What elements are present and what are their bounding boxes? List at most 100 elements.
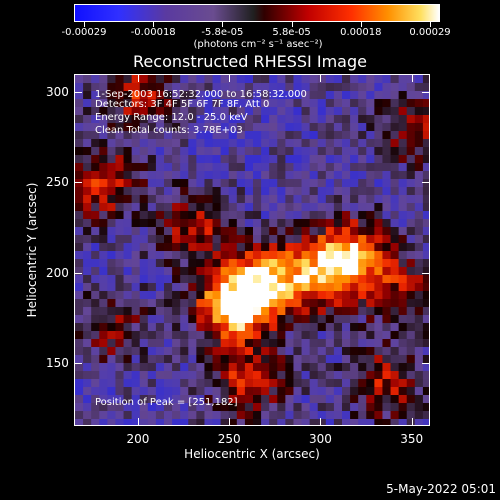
heatmap-cell xyxy=(333,187,343,196)
heatmap-cell xyxy=(414,131,424,140)
heatmap-cell xyxy=(301,99,311,108)
heatmap-cell xyxy=(212,171,222,180)
heatmap-cell xyxy=(253,179,262,188)
heatmap-cell xyxy=(75,131,84,140)
heatmap-cell xyxy=(374,203,384,212)
heatmap-cell xyxy=(269,107,278,116)
heatmap-cell xyxy=(196,267,206,276)
heatmap-cell xyxy=(139,115,149,124)
heatmap-cell xyxy=(293,107,303,116)
heatmap-cell xyxy=(107,339,117,348)
heatmap-cell xyxy=(390,131,400,140)
heatmap-cell xyxy=(342,131,351,140)
heatmap-cell xyxy=(139,379,149,388)
heatmap-cell xyxy=(277,291,286,300)
heatmap-cell xyxy=(123,179,133,188)
heatmap-cell xyxy=(228,227,238,236)
heatmap-cell xyxy=(172,395,181,404)
heatmap-cell xyxy=(285,203,295,212)
heatmap-cell xyxy=(99,227,108,236)
heatmap-cell xyxy=(164,243,173,252)
heatmap-cell xyxy=(325,371,335,380)
heatmap-cell xyxy=(123,363,133,372)
heatmap-cell xyxy=(115,139,125,148)
heatmap-cell xyxy=(253,347,262,356)
heatmap-cell xyxy=(244,139,254,148)
heatmap-cell xyxy=(414,219,424,228)
heatmap-cell xyxy=(131,179,141,188)
heatmap-cell xyxy=(164,251,173,260)
heatmap-cell xyxy=(139,323,149,332)
heatmap-cell xyxy=(228,195,238,204)
heatmap-cell xyxy=(91,275,100,284)
heatmap-cell xyxy=(358,275,367,284)
heatmap-cell xyxy=(147,347,157,356)
heatmap-cell xyxy=(374,259,384,268)
heatmap-cell xyxy=(253,267,262,276)
heatmap-cell xyxy=(382,203,392,212)
heatmap-cell xyxy=(172,139,181,148)
heatmap-cell xyxy=(91,227,100,236)
heatmap-cell xyxy=(131,283,141,292)
heatmap-cell xyxy=(374,75,384,84)
heatmap-cell xyxy=(164,155,173,164)
heatmap-cell xyxy=(220,395,230,404)
heatmap-cell xyxy=(390,411,400,420)
heatmap-cell xyxy=(293,123,303,132)
heatmap-cell xyxy=(228,131,238,140)
heatmap-cell xyxy=(301,123,311,132)
heatmap-cell xyxy=(309,379,319,388)
heatmap-cell xyxy=(390,179,400,188)
heatmap-cell xyxy=(244,155,254,164)
heatmap-cell xyxy=(212,371,222,380)
heatmap-cell xyxy=(188,155,197,164)
heatmap-cell xyxy=(309,139,319,148)
heatmap-cell xyxy=(99,187,108,196)
colorbar-tick xyxy=(360,22,362,27)
heatmap-cell xyxy=(220,403,230,412)
heatmap-cell xyxy=(147,115,157,124)
heatmap-cell xyxy=(115,291,125,300)
heatmap-cell xyxy=(164,363,173,372)
heatmap-cell xyxy=(309,211,319,220)
heatmap-cell xyxy=(350,267,359,276)
heatmap-cell xyxy=(422,315,429,324)
heatmap-cell xyxy=(123,203,133,212)
heatmap-cell xyxy=(99,419,108,425)
heatmap-cell xyxy=(75,403,84,412)
heatmap-cell xyxy=(414,299,424,308)
heatmap-cell xyxy=(188,235,197,244)
heatmap-cell xyxy=(333,211,343,220)
heatmap-cell xyxy=(99,171,108,180)
heatmap-cell xyxy=(285,339,295,348)
heatmap-cell xyxy=(374,331,384,340)
heatmap-cell xyxy=(91,395,100,404)
heatmap-cell xyxy=(301,291,311,300)
heatmap-cell xyxy=(155,211,165,220)
heatmap-cell xyxy=(172,123,181,132)
y-tick xyxy=(422,362,429,364)
heatmap-cell xyxy=(333,131,343,140)
heatmap-cell xyxy=(406,323,416,332)
heatmap-cell xyxy=(228,323,238,332)
heatmap-cell xyxy=(253,75,262,84)
heatmap-cell xyxy=(261,371,270,380)
heatmap-cell xyxy=(220,83,230,92)
heatmap-cell xyxy=(406,219,416,228)
heatmap-cell xyxy=(358,251,367,260)
heatmap-cell xyxy=(139,307,149,316)
heatmap-cell xyxy=(244,315,254,324)
heatmap-cell xyxy=(261,147,270,156)
heatmap-cell xyxy=(414,179,424,188)
heatmap-cell xyxy=(253,99,262,108)
heatmap-cell xyxy=(228,99,238,108)
heatmap-cell xyxy=(358,91,367,100)
heatmap-cell xyxy=(180,83,189,92)
heatmap-cell xyxy=(398,291,408,300)
heatmap-cell xyxy=(139,259,149,268)
heatmap-cell xyxy=(196,307,206,316)
heatmap-cell xyxy=(139,411,149,420)
heatmap-cell xyxy=(398,171,408,180)
heatmap-cell xyxy=(293,283,303,292)
heatmap-cell xyxy=(358,99,367,108)
